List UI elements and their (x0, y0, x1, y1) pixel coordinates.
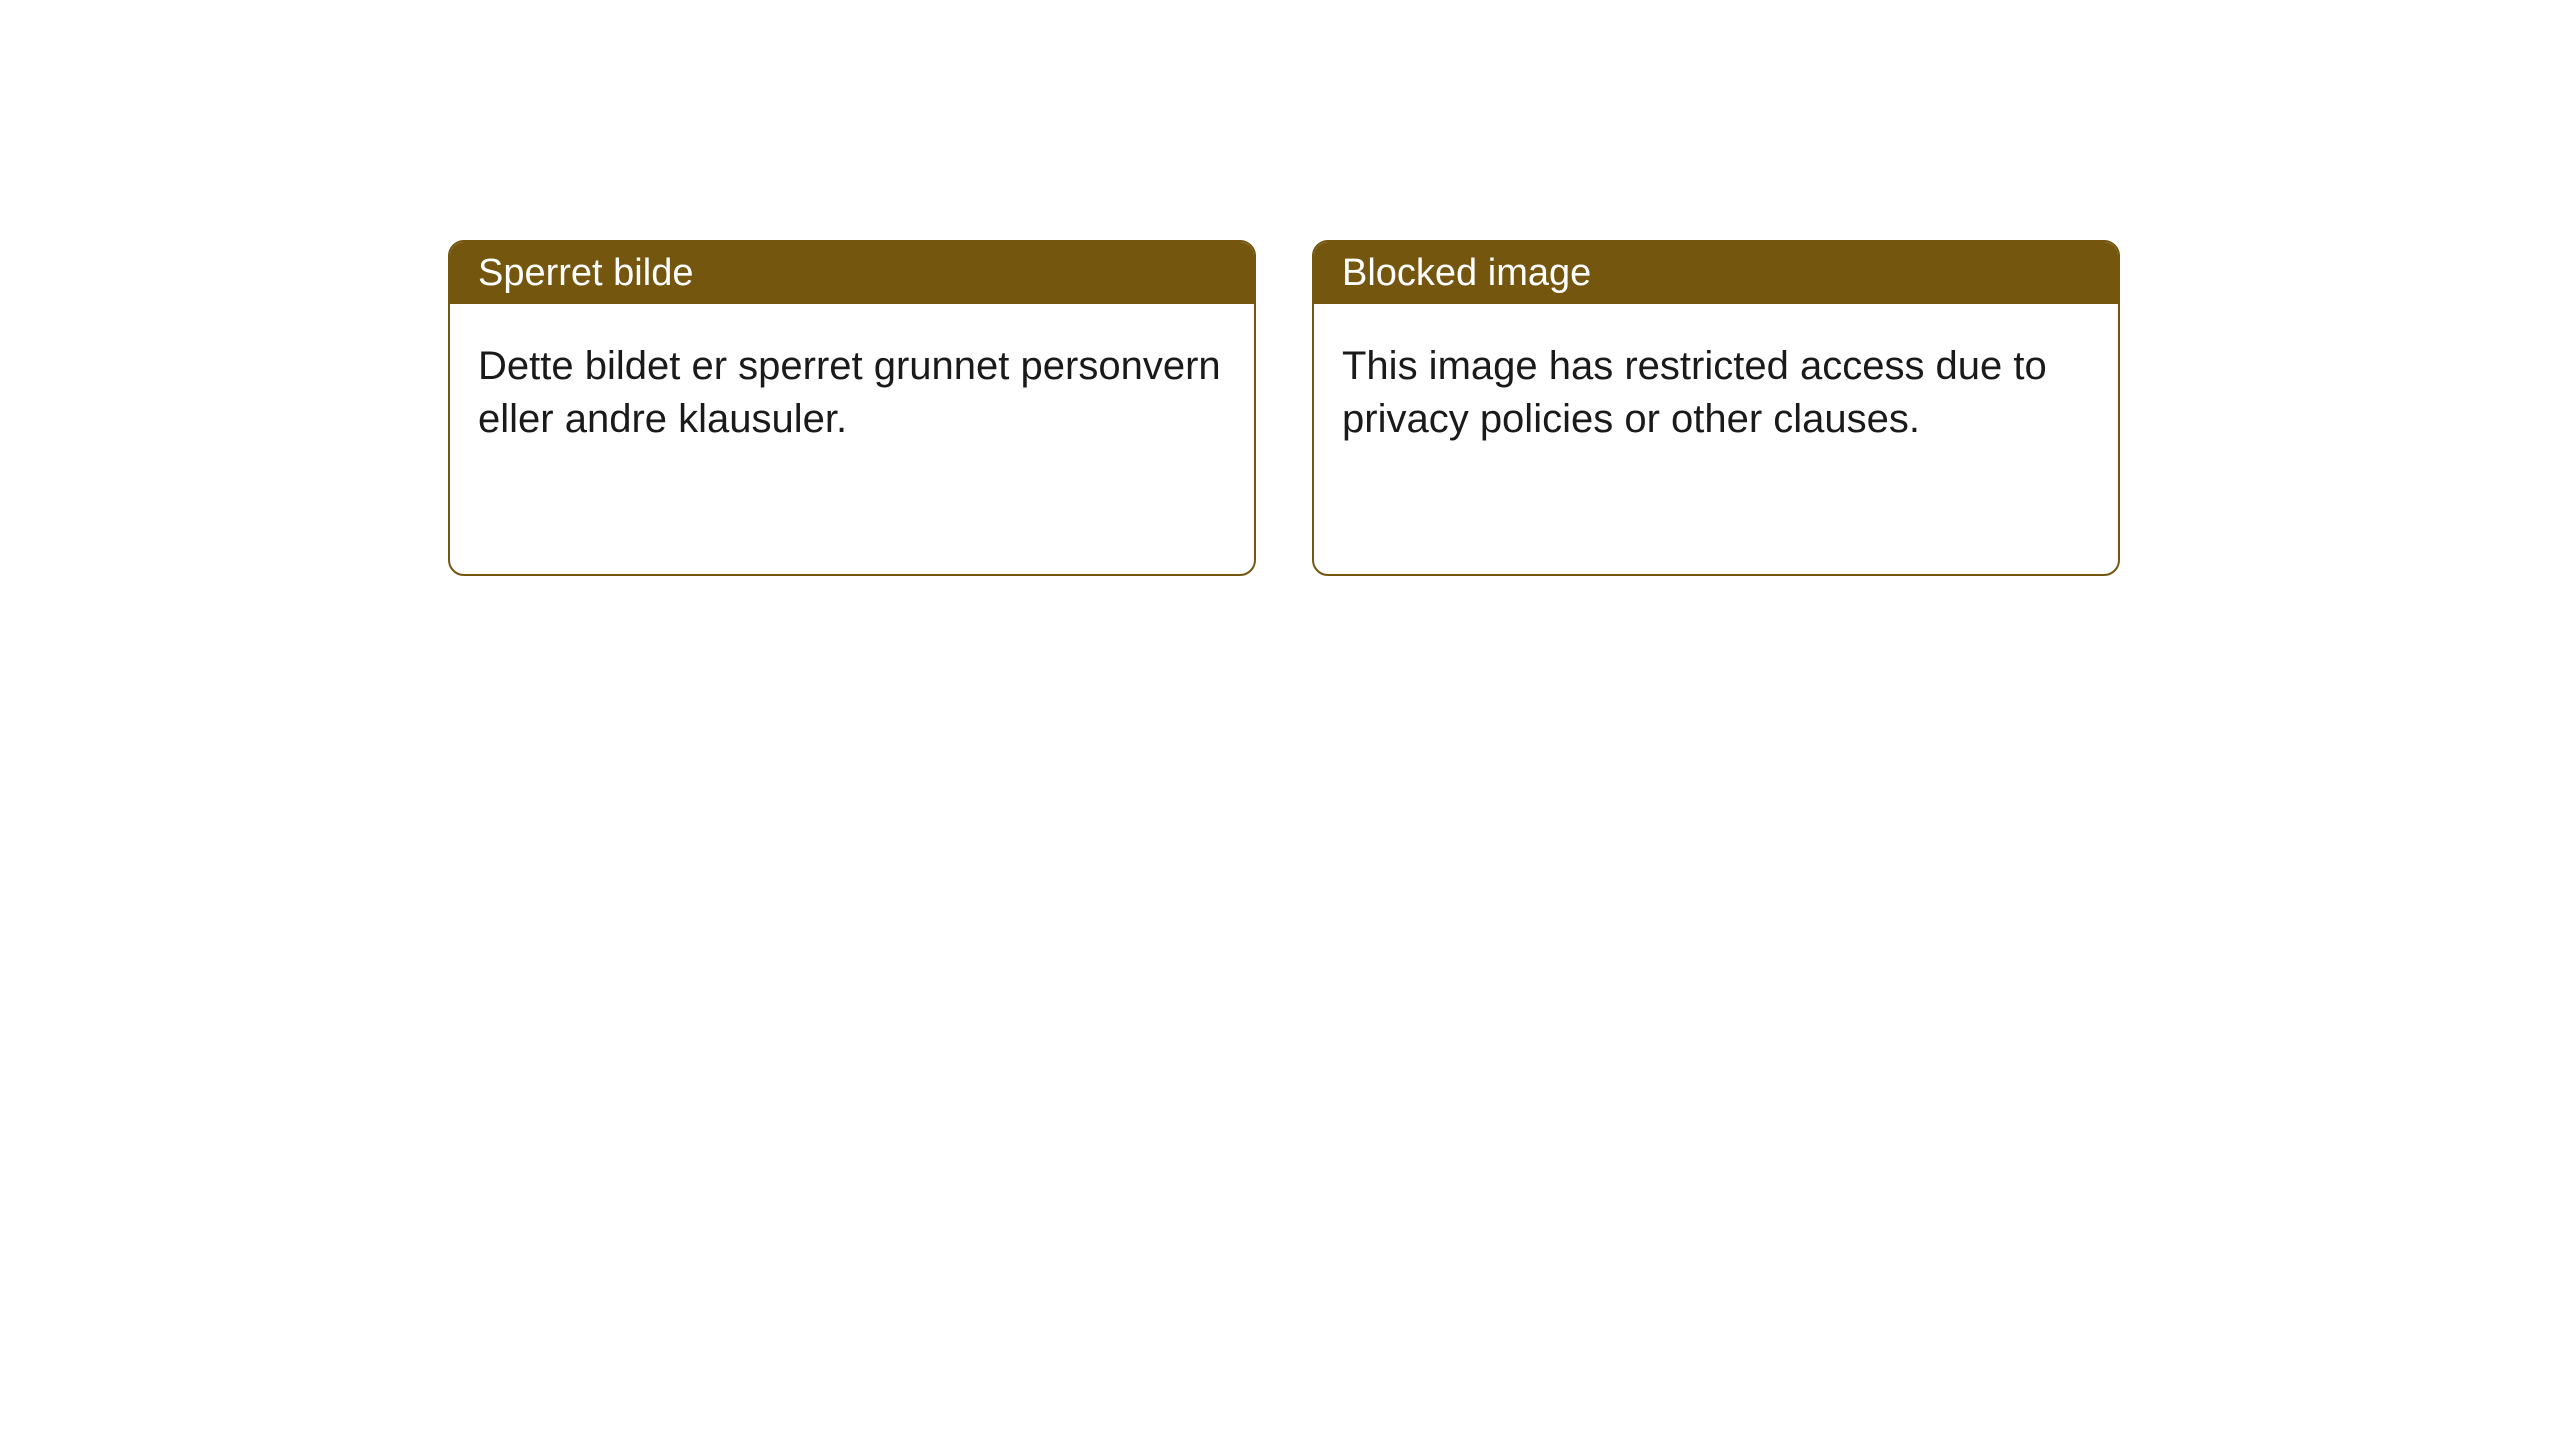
card-header: Sperret bilde (450, 242, 1254, 304)
notice-container: Sperret bilde Dette bildet er sperret gr… (0, 0, 2560, 576)
blocked-image-card-no: Sperret bilde Dette bildet er sperret gr… (448, 240, 1256, 576)
card-body: This image has restricted access due to … (1314, 304, 2118, 474)
card-body: Dette bildet er sperret grunnet personve… (450, 304, 1254, 474)
card-header: Blocked image (1314, 242, 2118, 304)
blocked-image-card-en: Blocked image This image has restricted … (1312, 240, 2120, 576)
